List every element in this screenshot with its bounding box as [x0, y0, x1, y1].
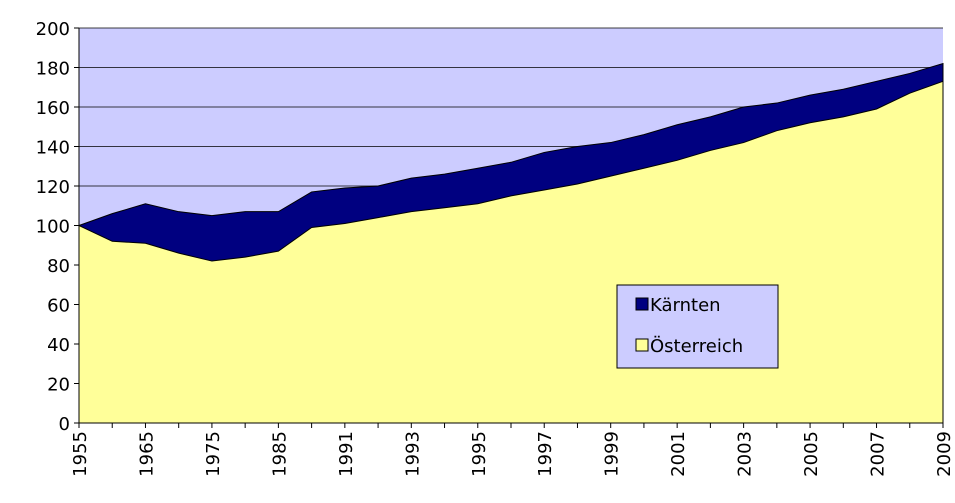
x-tick-label: 1991	[336, 431, 357, 477]
x-tick-label: 1985	[269, 431, 290, 477]
y-tick-label: 140	[36, 138, 70, 159]
legend-swatch	[635, 338, 649, 352]
x-tick-label: 1975	[203, 431, 224, 477]
x-tick-label: 1999	[602, 431, 623, 477]
x-tick-label: 2003	[735, 431, 756, 477]
y-tick-label: 120	[36, 177, 70, 198]
x-tick-label: 2007	[868, 431, 889, 477]
x-tick-label: 1955	[70, 431, 91, 477]
x-tick-label: 2001	[668, 431, 689, 477]
legend-label: Kärnten	[650, 295, 721, 316]
y-tick-label: 20	[47, 375, 70, 396]
legend-swatch	[635, 297, 649, 311]
y-tick-label: 80	[47, 256, 70, 277]
y-tick-label: 160	[36, 98, 70, 119]
y-tick-label: 0	[59, 414, 70, 435]
x-tick-label: 1965	[136, 431, 157, 477]
x-tick-label: 1997	[535, 431, 556, 477]
legend: Kärnten Österreich	[616, 284, 779, 369]
x-tick-label: 1993	[402, 431, 423, 477]
y-tick-label: 200	[36, 19, 70, 40]
x-tick-label: 2009	[934, 431, 955, 477]
x-tick-label: 1995	[469, 431, 490, 477]
y-tick-label: 60	[47, 296, 70, 317]
y-tick-label: 40	[47, 335, 70, 356]
x-tick-label: 2005	[801, 431, 822, 477]
y-tick-label: 180	[36, 59, 70, 80]
legend-label: Österreich	[650, 335, 743, 357]
y-tick-label: 100	[36, 217, 70, 238]
